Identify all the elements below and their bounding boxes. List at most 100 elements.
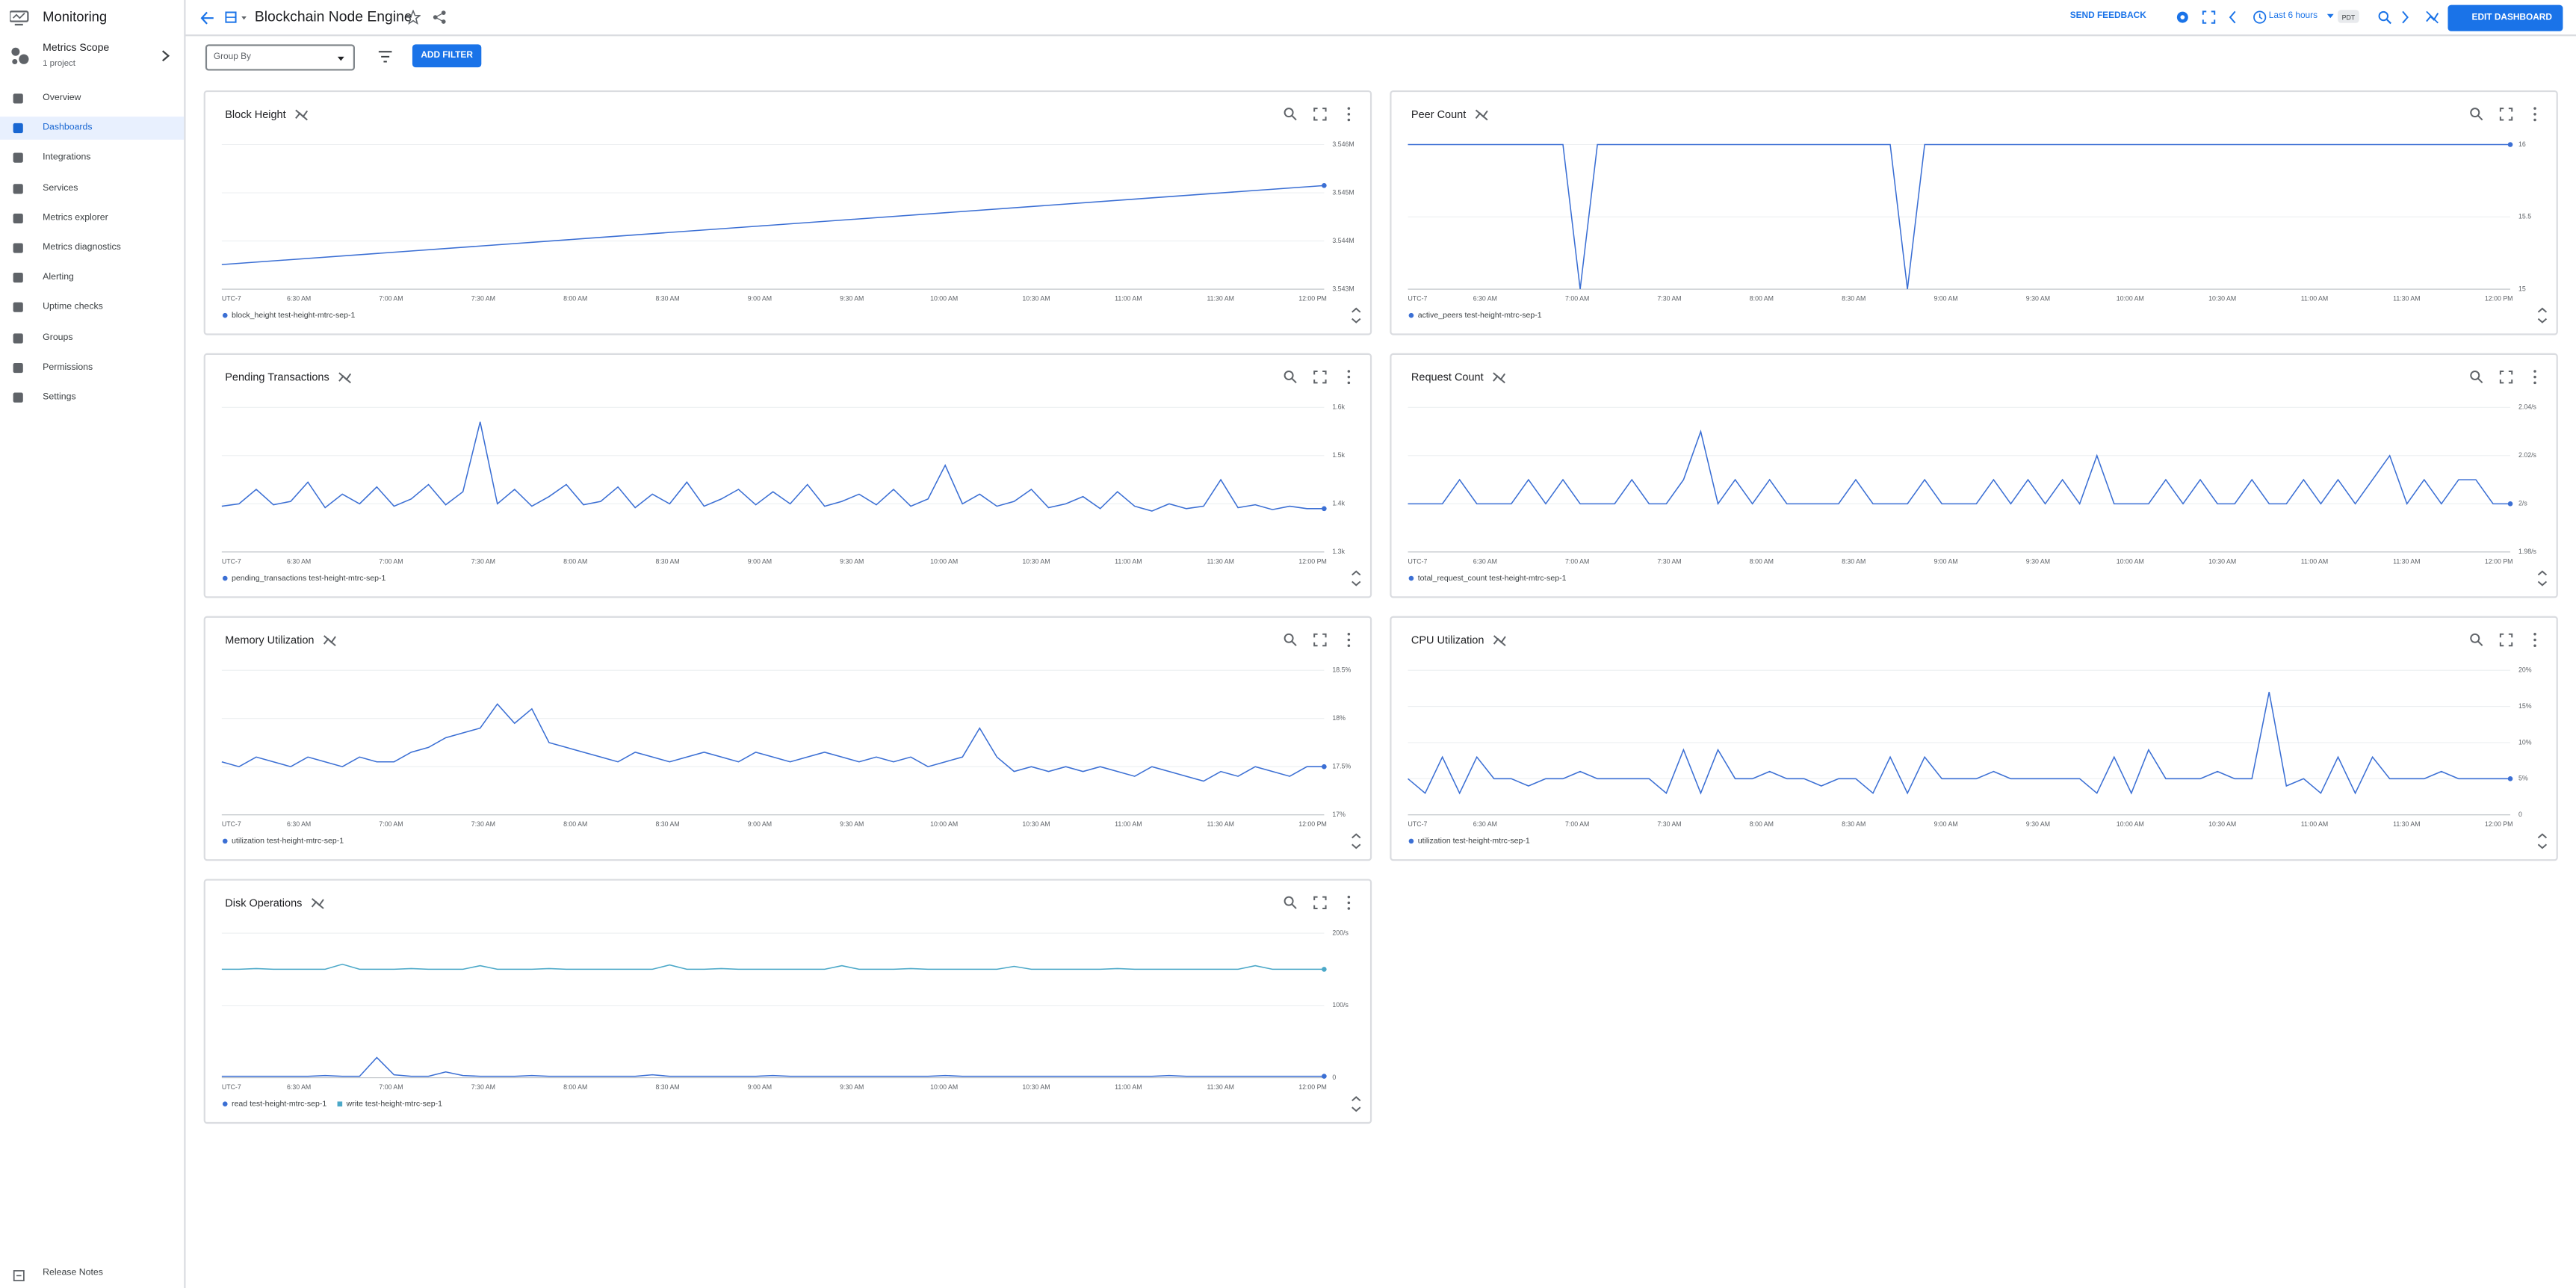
x-tick-label: 8:30 AM [655, 557, 679, 565]
nav-item[interactable]: Services [0, 177, 184, 200]
nav-item[interactable]: Overview [0, 87, 184, 111]
nav-item[interactable]: Settings [0, 386, 184, 409]
nav-item[interactable]: Integrations [0, 147, 184, 170]
expand-legend-button[interactable] [2537, 570, 2548, 586]
group-by-select[interactable]: Group By [205, 44, 355, 71]
more-button[interactable] [2533, 107, 2536, 122]
nav-icon [13, 392, 23, 403]
data-line [1408, 143, 2511, 290]
more-button[interactable] [2533, 370, 2536, 385]
nav-item[interactable]: Groups [0, 326, 184, 350]
x-tick-label: 11:00 AM [1115, 295, 1142, 303]
release-notes[interactable]: Release Notes [43, 1268, 103, 1278]
time-back[interactable] [2228, 10, 2238, 25]
fullscreen-button[interactable] [2202, 10, 2217, 25]
x-tick-label: 11:30 AM [1207, 557, 1233, 565]
fullscreen-button[interactable] [1313, 108, 1327, 121]
legend-label[interactable]: active_peers test-height-mtrc-sep-1 [1418, 311, 1542, 320]
more-button[interactable] [1347, 895, 1351, 910]
time-range[interactable]: Last 6 hours [2268, 11, 2318, 22]
dashboard-picker[interactable] [225, 11, 250, 25]
star-button[interactable] [406, 10, 421, 25]
send-feedback[interactable]: SEND FEEDBACK [2069, 11, 2146, 22]
nav-item[interactable]: Permissions [0, 356, 184, 380]
legend-label[interactable]: total_request_count test-height-mtrc-sep… [1418, 574, 1567, 583]
zoom-button[interactable] [1284, 370, 1297, 384]
icon-dot [1347, 633, 1351, 636]
fullscreen-button[interactable] [1313, 896, 1327, 910]
zoom-button[interactable] [1284, 896, 1297, 909]
nav-icon [13, 183, 23, 193]
nav-item[interactable]: Alerting [0, 267, 184, 290]
settings-button[interactable] [2175, 10, 2190, 25]
legend-label[interactable]: pending_transactions test-height-mtrc-se… [232, 574, 386, 583]
more-button[interactable] [1347, 633, 1351, 647]
legend-label[interactable]: block_height test-height-mtrc-sep-1 [232, 311, 355, 320]
x-tick-label: 11:00 AM [2301, 820, 2328, 828]
fullscreen-button[interactable] [2499, 108, 2513, 121]
x-tick-label: 7:00 AM [1565, 557, 1589, 565]
add-filter-button[interactable]: ADD FILTER [412, 44, 482, 68]
fullscreen-button[interactable] [2499, 370, 2513, 384]
fullscreen-button[interactable] [2499, 633, 2513, 647]
x-tick-label: 12:00 PM [1298, 557, 1327, 565]
share-button[interactable] [432, 10, 447, 25]
nav-item[interactable]: Metrics explorer [0, 207, 184, 230]
filter-icon[interactable] [378, 49, 393, 64]
x-tick-label: 6:30 AM [1473, 557, 1497, 565]
expand-legend-button[interactable] [1352, 307, 1361, 323]
nav-icon [13, 153, 23, 164]
x-tick-label: 10:30 AM [1022, 295, 1050, 303]
zoom-button[interactable] [2470, 108, 2483, 121]
fullscreen-button[interactable] [1313, 370, 1327, 384]
expand-legend-button[interactable] [1352, 1096, 1361, 1112]
zoom-button[interactable] [1284, 633, 1297, 646]
zoom-button[interactable] [1284, 108, 1297, 121]
x-tick-label: 9:30 AM [840, 820, 864, 828]
timezone[interactable]: PDT [2338, 10, 2359, 23]
icon-stroke [2470, 370, 2480, 380]
x-tick-label: 11:30 AM [1207, 820, 1233, 828]
nav-icon [13, 273, 23, 283]
legend-label[interactable]: utilization test-height-mtrc-sep-1 [232, 837, 344, 846]
x-tick-label: 8:30 AM [1842, 295, 1866, 303]
scope-title[interactable]: Metrics Scope [43, 43, 110, 55]
time-forward[interactable] [2400, 10, 2410, 25]
zoom-button[interactable] [2377, 10, 2392, 25]
x-tick-label: 6:30 AM [287, 557, 311, 565]
x-tick-label: 7:00 AM [379, 820, 403, 828]
auto-refresh[interactable] [2425, 10, 2440, 25]
chart-panel: Disk Operations 200/s 100/s 0 UTC-7 6:30 AM 7:… [203, 879, 1372, 1124]
icon-dot [1347, 907, 1351, 910]
back-button[interactable] [200, 11, 214, 25]
legend-label[interactable]: read test-height-mtrc-sep-1 [232, 1099, 326, 1108]
data-line [221, 1056, 1325, 1077]
x-tick-label: 10:00 AM [930, 295, 958, 303]
zoom-button[interactable] [2470, 633, 2483, 646]
y-tick-label: 3.544M [1332, 237, 1354, 244]
icon-stroke [1352, 843, 1361, 849]
time-range-caret[interactable] [2326, 13, 2335, 20]
more-button[interactable] [2533, 633, 2536, 647]
x-tick-label: UTC-7 [222, 1083, 241, 1091]
icon-stroke [1475, 109, 1488, 121]
data-line [221, 421, 1325, 512]
expand-legend-button[interactable] [2537, 307, 2548, 323]
nav-item[interactable]: Dashboards [0, 117, 185, 140]
expand-legend-button[interactable] [1352, 833, 1361, 849]
nav-label: Integrations [43, 153, 91, 164]
legend-label[interactable]: write test-height-mtrc-sep-1 [346, 1099, 442, 1108]
more-button[interactable] [1347, 370, 1351, 385]
expand-legend-button[interactable] [2537, 833, 2548, 849]
scope-chevron[interactable] [161, 49, 171, 63]
expand-legend-button[interactable] [1352, 570, 1361, 586]
edit-dashboard-button[interactable]: EDIT DASHBOARD [2447, 4, 2563, 31]
fullscreen-button[interactable] [1313, 633, 1327, 647]
nav-item[interactable]: Uptime checks [0, 297, 184, 320]
zoom-button[interactable] [2470, 370, 2483, 384]
nav-item[interactable]: Metrics diagnostics [0, 237, 184, 260]
legend-label[interactable]: utilization test-height-mtrc-sep-1 [1418, 837, 1530, 846]
x-tick-label: 6:30 AM [287, 1083, 311, 1091]
more-button[interactable] [1347, 107, 1351, 122]
icon-stroke [2477, 114, 2483, 121]
